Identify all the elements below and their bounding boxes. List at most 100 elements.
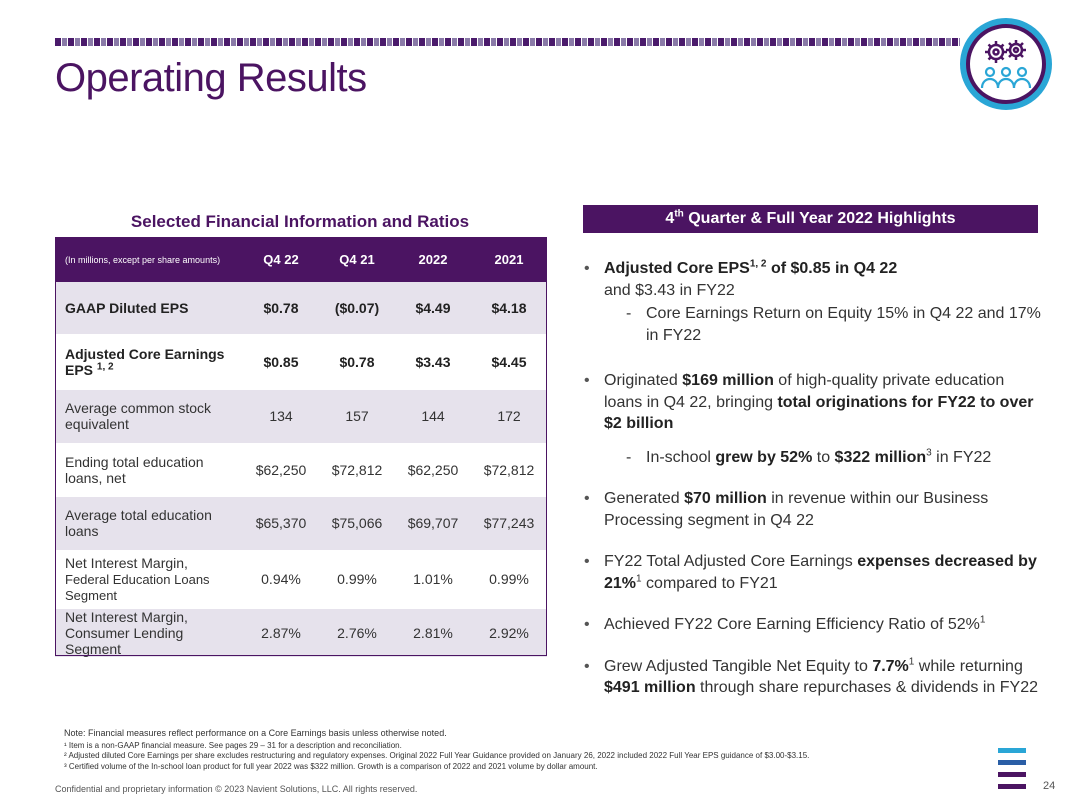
cell: $69,707 [395,496,471,551]
highlight-item: Adjusted Core EPS1, 2 of $0.85 in Q4 22 … [582,258,1042,346]
footnote-2: ² Adjusted diluted Core Earnings per sha… [64,751,810,760]
col-header: Q4 22 [243,237,319,282]
cell: 0.99% [319,550,395,609]
cell: 134 [243,389,319,444]
footnote-ref: 1, 2 [96,360,114,372]
cell: 0.94% [243,550,319,609]
text: of $0.85 in Q4 22 [766,260,898,277]
highlight-item: Grew Adjusted Tangible Net Equity to 7.7… [582,656,1042,699]
text: in revenue within our Business Processin… [604,490,989,529]
footnotes: Note: Financial measures reflect perform… [64,728,964,772]
col-header: 2021 [471,237,547,282]
logo-inner [970,28,1042,100]
row-label: Net Interest Margin, Federal Education Lo… [55,550,243,609]
highlights-list: Adjusted Core EPS1, 2 of $0.85 in Q4 22 … [582,258,1042,719]
text: Adjusted Core EPS [604,260,750,277]
text: Originated [604,372,683,389]
cell: $75,066 [319,496,395,551]
text: $491 million [604,679,696,696]
financial-table: (In millions, except per share amounts) … [55,237,547,658]
confidential-notice: Confidential and proprietary information… [55,784,418,794]
cell: $62,250 [243,443,319,497]
cell: 1.01% [395,550,471,609]
text: through share repurchases & dividends in… [695,679,1039,696]
row-label-text: Net Interest Margin, [65,608,188,625]
row-label-sub: Consumer Lending Segment [65,624,184,657]
row-label: Average common stock equivalent [55,389,243,444]
text: to [812,448,835,466]
footnote-3: ³ Certified volume of the In-school loan… [64,761,598,771]
text: grew by 52% [715,448,813,466]
top-decorative-band [55,38,960,46]
brand-stripe [998,760,1026,765]
header-sup: th [674,208,684,220]
page-number: 24 [1043,780,1056,792]
cell: $72,812 [319,443,395,497]
row-label: Adjusted Core Earnings EPS 1, 2 [55,334,243,390]
text: total originations for FY22 to over $2 b… [604,393,1034,433]
cell: $65,370 [243,496,319,551]
text: compared to FY21 [641,574,778,592]
table-row: Net Interest Margin, Consumer Lending Seg… [55,608,547,658]
sub-item: In-school grew by 52% to $322 million3 i… [604,447,1042,469]
row-label: Average total education loans [55,496,243,551]
table-row: Average common stock equivalent 134 157 … [55,389,547,444]
row-label-sub: Federal Education Loans Segment [65,572,210,603]
highlights-header: 4th Quarter & Full Year 2022 Highlights [583,205,1038,233]
text: $169 million [682,372,774,389]
highlight-item: Achieved FY22 Core Earning Efficiency Ra… [582,614,1042,636]
footnote-ref: 1 [979,614,986,626]
table-row: Ending total education loans, net $62,25… [55,443,547,497]
text: Grew Adjusted Tangible Net Equity to [604,657,873,675]
cell: $3.43 [395,334,471,390]
cell: 2.81% [395,608,471,658]
footnote-ref: 3 [926,447,932,459]
text: of high-quality private education loans … [604,372,1005,411]
row-label-text: Adjusted Core Earnings EPS [65,345,225,378]
cell: 157 [319,389,395,444]
header-num: 4 [665,210,675,227]
sub-item: Core Earnings Return on Equity 15% in Q4… [604,303,1042,346]
text: FY22 Total Adjusted Core Earnings [604,553,858,570]
header-text: Quarter & Full Year 2022 Highlights [683,210,956,227]
text: 7.7% [872,657,909,675]
brand-stripe [998,772,1026,777]
cell: $4.45 [471,334,547,390]
text: while returning [914,657,1023,675]
table-row: Net Interest Margin, Federal Education Lo… [55,550,547,609]
cell: $4.18 [471,282,547,335]
highlight-item: Originated $169 million of high-quality … [582,370,1042,468]
highlight-item: Generated $70 million in revenue within … [582,488,1042,531]
table-caption: Selected Financial Information and Ratio… [130,212,470,231]
footnote-ref: 1, 2 [749,258,767,270]
cell: $62,250 [395,443,471,497]
units-label: (In millions, except per share amounts) [55,237,243,282]
cell: $0.78 [243,282,319,335]
row-label: Ending total education loans, net [55,443,243,497]
cell: 172 [471,389,547,444]
cell: 0.99% [471,550,547,609]
highlight-item: FY22 Total Adjusted Core Earnings expens… [582,551,1042,594]
text: $322 million [834,448,927,466]
text: Achieved FY22 Core Earning Efficiency Ra… [604,616,980,633]
brand-stripe [998,748,1026,753]
cell: $72,812 [471,443,547,497]
table-row: Adjusted Core Earnings EPS 1, 2 $0.85 $0… [55,334,547,390]
col-header: 2022 [395,237,471,282]
cell: 2.92% [471,608,547,658]
row-label-text: Net Interest Margin, [65,555,188,571]
cell: 2.76% [319,608,395,658]
text: In-school [646,448,716,466]
logo-badge [960,18,1052,110]
row-label: GAAP Diluted EPS [55,282,243,335]
note-main: Note: Financial measures reflect perform… [64,728,447,738]
brand-stripe [998,784,1026,789]
footnote-1: ¹ Item is a non-GAAP financial measure. … [64,740,402,750]
text: expenses decreased by 21% [604,553,1037,592]
col-header: Q4 21 [319,237,395,282]
footnote-ref: 1 [908,656,915,668]
table-row: GAAP Diluted EPS $0.78 ($0.07) $4.49 $4.… [55,282,547,335]
text: in FY22 [931,448,992,466]
cell: 144 [395,389,471,444]
text: Generated [604,490,685,507]
